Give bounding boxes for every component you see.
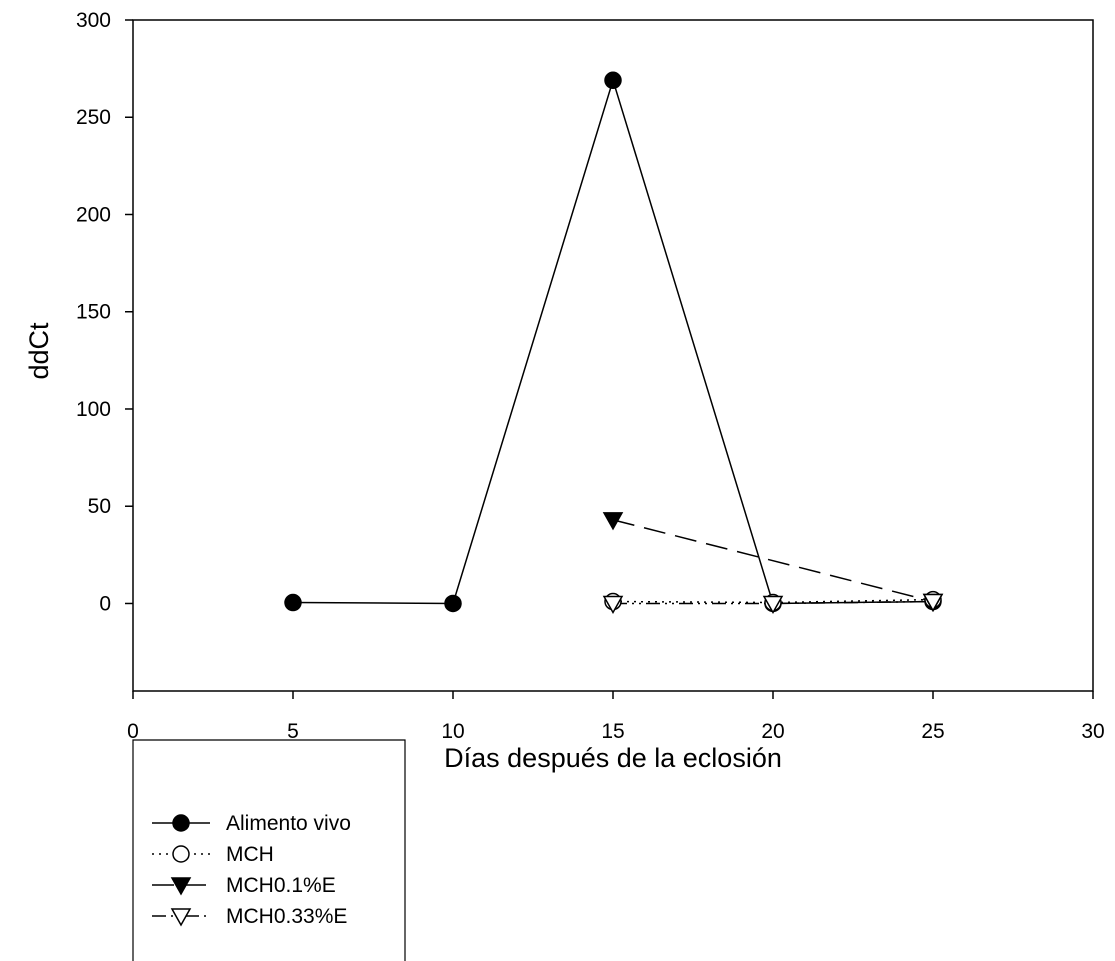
series-layer bbox=[284, 71, 944, 615]
x-axis-label: Días después de la eclosión bbox=[444, 743, 782, 773]
legend-frame bbox=[132, 739, 406, 961]
y-tick-label: 100 bbox=[76, 398, 111, 421]
y-tick-label: 250 bbox=[76, 106, 111, 129]
plot-frame bbox=[132, 19, 1094, 692]
x-tick-label: 15 bbox=[601, 720, 624, 743]
legend-marker bbox=[172, 845, 190, 863]
legend-label: MCH0.33%E bbox=[226, 905, 347, 928]
legend-item-mch0-33-e: MCH0.33%E bbox=[152, 905, 347, 928]
data-point-mch0-33-e bbox=[762, 595, 784, 615]
data-point-mch0-33-e bbox=[922, 593, 944, 613]
x-axis: 0 5 10 15 20 25 30 bbox=[127, 691, 1105, 743]
legend-label: MCH bbox=[226, 843, 274, 866]
y-tick-label: 150 bbox=[76, 301, 111, 324]
y-axis: 0 50 100 150 200 250 300 bbox=[76, 9, 133, 615]
legend: Alimento vivo MCH MCH0.1%E MCH0.33%E bbox=[132, 739, 406, 961]
data-point-mch0-1-e bbox=[602, 512, 624, 531]
y-tick-label: 200 bbox=[76, 203, 111, 226]
series-line-mch bbox=[612, 598, 934, 604]
y-tick-label: 0 bbox=[99, 592, 111, 615]
legend-marker bbox=[170, 908, 192, 927]
legend-items: Alimento vivo MCH MCH0.1%E MCH0.33%E bbox=[152, 812, 351, 928]
data-point-mch0-33-e bbox=[602, 595, 624, 615]
legend-item-mch: MCH bbox=[152, 843, 274, 866]
y-axis-label: ddCt bbox=[24, 322, 54, 380]
x-tick-label: 30 bbox=[1081, 720, 1104, 743]
x-tick-label: 20 bbox=[761, 720, 784, 743]
series-line-mch0-1-e bbox=[612, 519, 934, 603]
legend-item-alimento-vivo: Alimento vivo bbox=[152, 812, 351, 835]
data-point-alimento-vivo bbox=[604, 71, 622, 90]
data-point-alimento-vivo bbox=[444, 594, 462, 613]
x-tick-label: 5 bbox=[287, 720, 299, 743]
legend-marker bbox=[172, 814, 190, 832]
x-tick-label: 25 bbox=[921, 720, 944, 743]
data-point-alimento-vivo bbox=[284, 593, 302, 612]
y-tick-label: 50 bbox=[88, 495, 111, 518]
y-tick-label: 300 bbox=[76, 9, 111, 32]
series-markers bbox=[284, 71, 944, 615]
x-tick-label: 10 bbox=[441, 720, 464, 743]
legend-label: MCH0.1%E bbox=[226, 874, 336, 897]
legend-item-mch0-1-e: MCH0.1%E bbox=[152, 874, 336, 897]
x-tick-label: 0 bbox=[127, 720, 139, 743]
legend-marker bbox=[170, 877, 192, 896]
legend-label: Alimento vivo bbox=[226, 812, 351, 835]
